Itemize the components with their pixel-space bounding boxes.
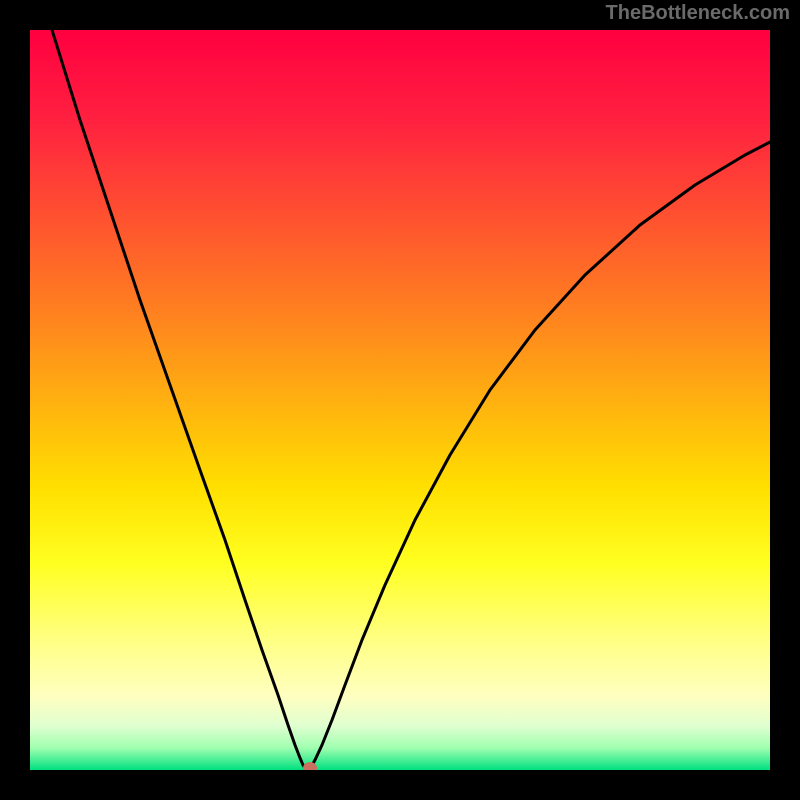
optimal-point-marker <box>303 762 317 770</box>
watermark-text: TheBottleneck.com <box>606 2 790 25</box>
curve-layer <box>30 30 770 770</box>
bottleneck-curve <box>52 30 770 770</box>
plot-area <box>30 30 770 770</box>
chart-container: TheBottleneck.com <box>0 0 800 800</box>
